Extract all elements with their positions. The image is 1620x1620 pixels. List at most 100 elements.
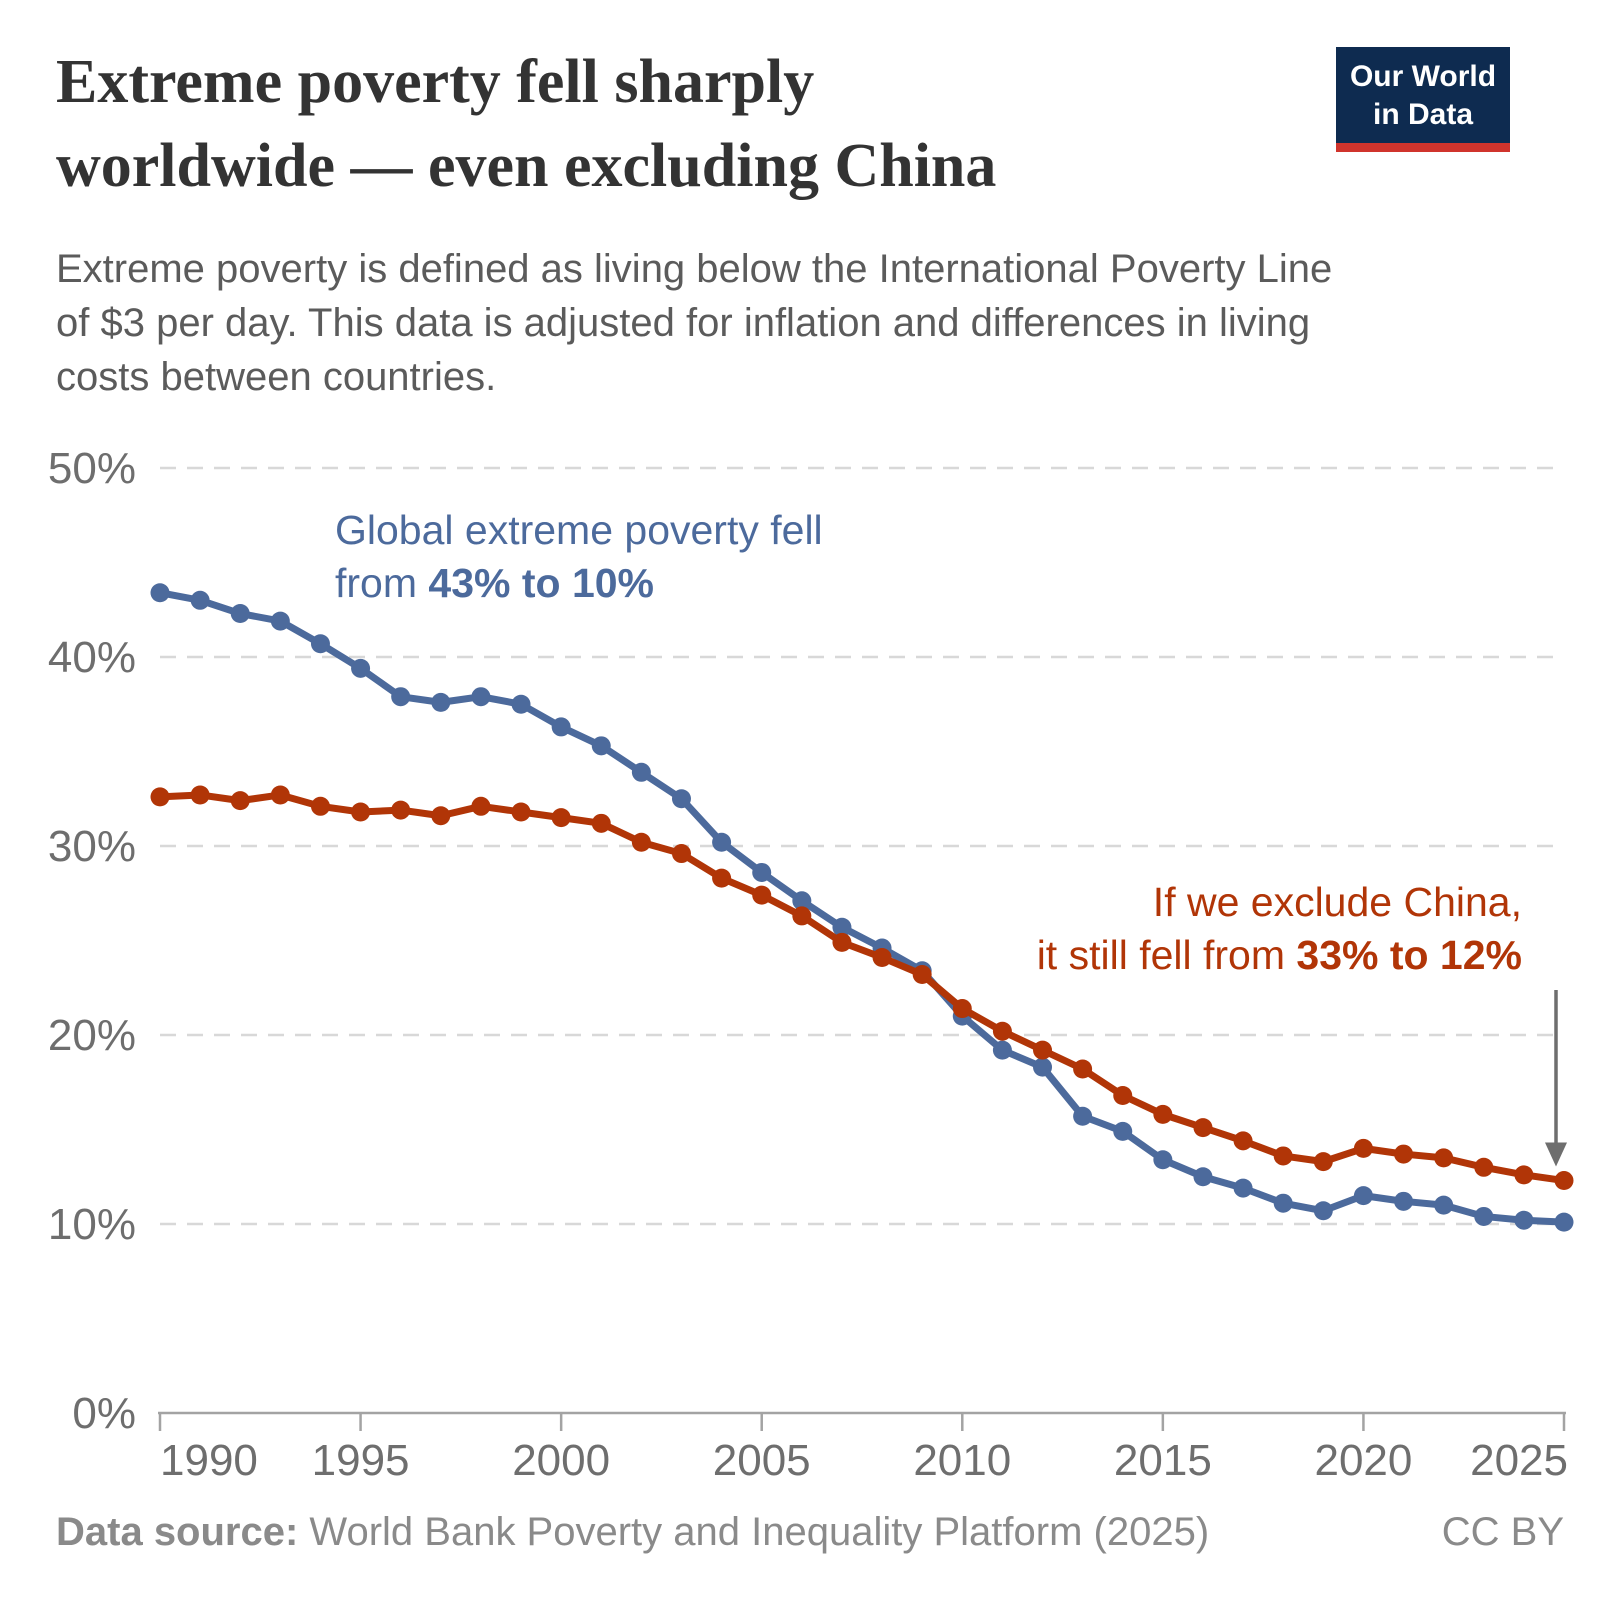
data-point bbox=[150, 583, 170, 603]
y-tick-label: 30% bbox=[48, 822, 136, 871]
data-point bbox=[431, 806, 451, 826]
data-point bbox=[1073, 1059, 1093, 1079]
data-point bbox=[631, 762, 651, 782]
data-point bbox=[1153, 1104, 1173, 1124]
owid-logo-line-2: in Data bbox=[1372, 98, 1474, 131]
data-point bbox=[391, 800, 411, 820]
owid-logo-line-1: Our World bbox=[1349, 60, 1497, 93]
annotation-excl-line-2: it still fell from 33% to 12% bbox=[1036, 932, 1522, 978]
subtitle-line-1: Extreme poverty is defined as living bel… bbox=[56, 247, 1333, 291]
chart-header: Extreme poverty fell sharply worldwide —… bbox=[0, 0, 1620, 404]
series-world-excluding-china bbox=[150, 785, 1574, 1191]
data-point bbox=[471, 687, 491, 707]
data-point bbox=[591, 813, 611, 833]
y-tick-label: 0% bbox=[72, 1389, 136, 1438]
owid-logo-red-bar bbox=[1336, 143, 1510, 152]
series-line bbox=[156, 791, 1568, 1185]
data-point bbox=[310, 634, 330, 654]
annotation-world-line-2: from 43% to 10% bbox=[335, 560, 655, 606]
x-tick-label: 2015 bbox=[1114, 1436, 1212, 1478]
data-point bbox=[230, 604, 250, 624]
annotation-world: Global extreme poverty fell from 43% to … bbox=[335, 504, 823, 610]
title-line-1: Extreme poverty fell sharply bbox=[56, 48, 815, 116]
x-axis bbox=[158, 1411, 1566, 1431]
y-tick-label: 50% bbox=[48, 444, 136, 493]
data-point bbox=[712, 832, 732, 852]
data-point bbox=[431, 692, 451, 712]
data-point bbox=[1474, 1206, 1494, 1226]
data-point bbox=[872, 948, 892, 968]
x-tick-label: 2020 bbox=[1314, 1436, 1412, 1478]
subtitle-line-3: costs between countries. bbox=[56, 355, 497, 399]
chart-subtitle: Extreme poverty is defined as living bel… bbox=[56, 242, 1564, 404]
data-point bbox=[631, 832, 651, 852]
data-point bbox=[351, 658, 371, 678]
data-point bbox=[752, 862, 772, 882]
data-point bbox=[671, 789, 691, 809]
x-tick-label: 2025 bbox=[1470, 1436, 1568, 1478]
data-point bbox=[511, 694, 531, 714]
y-tick-label: 20% bbox=[48, 1011, 136, 1060]
data-point bbox=[1474, 1157, 1494, 1177]
data-point bbox=[1273, 1146, 1293, 1166]
data-point bbox=[1233, 1178, 1253, 1198]
data-point bbox=[792, 906, 812, 926]
x-tick-label: 2005 bbox=[713, 1436, 811, 1478]
data-point bbox=[1394, 1191, 1414, 1211]
x-tick-label: 1995 bbox=[312, 1436, 410, 1478]
annotation-world-line-1: Global extreme poverty fell bbox=[335, 507, 823, 553]
chart-area: 0% 10% 20% 30% 40% 50% 1990 1995 2000 2005 2010 201… bbox=[0, 418, 1620, 1478]
data-point bbox=[1514, 1165, 1534, 1185]
data-point bbox=[1554, 1171, 1574, 1191]
data-point bbox=[1193, 1118, 1213, 1138]
data-point bbox=[992, 1021, 1012, 1041]
data-point bbox=[1033, 1057, 1053, 1077]
data-point bbox=[190, 785, 210, 805]
data-point bbox=[310, 796, 330, 816]
data-point bbox=[1073, 1106, 1093, 1126]
data-point bbox=[912, 965, 932, 985]
data-point bbox=[511, 802, 531, 822]
data-point bbox=[190, 590, 210, 610]
annotation-excl-line-1: If we exclude China, bbox=[1152, 879, 1522, 925]
data-point bbox=[1313, 1201, 1333, 1221]
chart-footer: Data source: World Bank Poverty and Ineq… bbox=[0, 1510, 1620, 1555]
owid-logo-box: Our World in Data bbox=[1336, 47, 1510, 143]
x-tick-label: 2010 bbox=[913, 1436, 1011, 1478]
data-point bbox=[1434, 1148, 1454, 1168]
owid-logo: Our World in Data bbox=[1336, 47, 1510, 152]
title-line-2: worldwide — even excluding China bbox=[56, 132, 997, 200]
data-point bbox=[1394, 1144, 1414, 1164]
data-point bbox=[1153, 1150, 1173, 1170]
data-point bbox=[1313, 1152, 1333, 1172]
data-point bbox=[230, 791, 250, 811]
data-point bbox=[270, 785, 290, 805]
y-tick-label: 40% bbox=[48, 633, 136, 682]
data-point bbox=[1353, 1186, 1373, 1206]
annotation-arrow bbox=[1545, 990, 1567, 1167]
data-point bbox=[1434, 1195, 1454, 1215]
data-point bbox=[270, 611, 290, 631]
data-point bbox=[1193, 1167, 1213, 1187]
data-point bbox=[832, 932, 852, 952]
gridlines bbox=[160, 466, 1564, 1226]
data-point bbox=[150, 787, 170, 807]
data-point bbox=[551, 808, 571, 828]
data-point bbox=[1233, 1131, 1253, 1151]
data-point bbox=[391, 687, 411, 707]
subtitle-line-2: of $3 per day. This data is adjusted for… bbox=[56, 301, 1311, 345]
x-tick-label: 2000 bbox=[512, 1436, 610, 1478]
data-point bbox=[1353, 1138, 1373, 1158]
annotation-excluding-china: If we exclude China, it still fell from … bbox=[1037, 876, 1522, 982]
data-point bbox=[1273, 1193, 1293, 1213]
data-point bbox=[1113, 1121, 1133, 1141]
license-badge: CC BY bbox=[1441, 1510, 1564, 1554]
x-tick-label: 1990 bbox=[160, 1436, 258, 1478]
data-point bbox=[471, 796, 491, 816]
data-point bbox=[952, 999, 972, 1019]
data-point bbox=[712, 868, 732, 888]
data-point bbox=[1033, 1040, 1053, 1060]
data-source: Data source: World Bank Poverty and Ineq… bbox=[56, 1510, 1210, 1554]
page-title: Extreme poverty fell sharply worldwide —… bbox=[56, 40, 1564, 208]
